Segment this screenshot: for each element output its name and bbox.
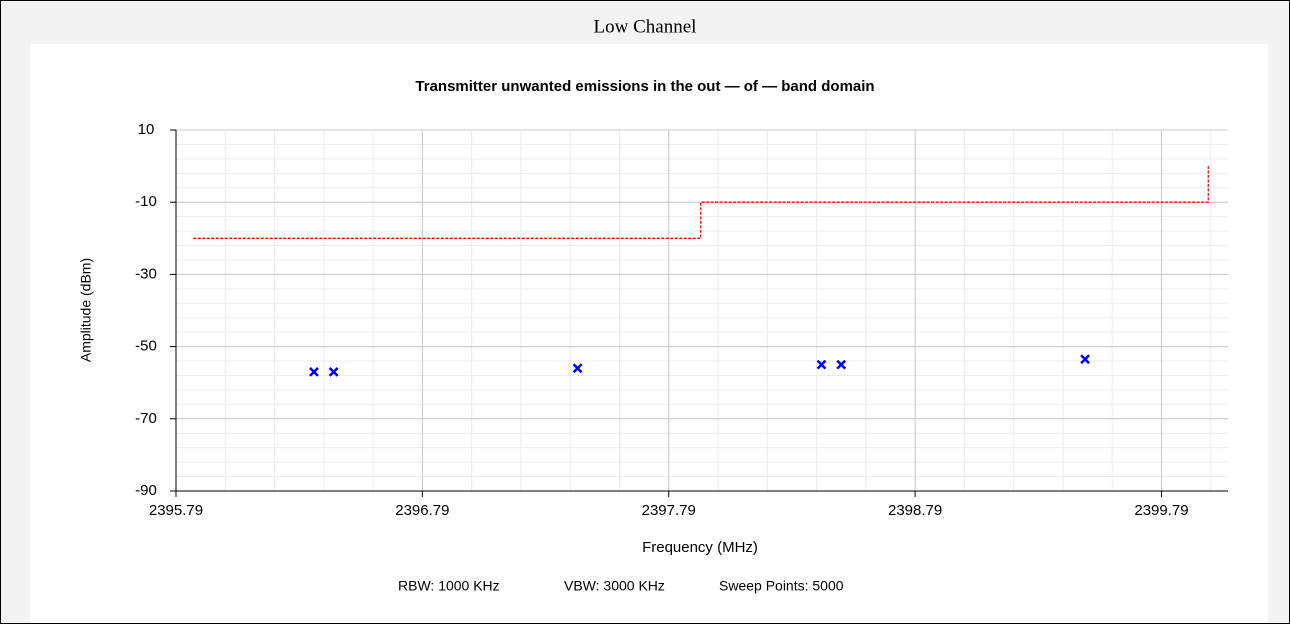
- note: Sweep Points: 5000: [719, 578, 844, 594]
- y-tick-label: 10: [138, 121, 155, 138]
- y-tick-label: -70: [135, 410, 157, 427]
- x-tick-label: 2397.79: [642, 502, 696, 519]
- marker-stroke: [816, 359, 827, 370]
- marker-stroke: [309, 366, 319, 377]
- x-tick-label: 2396.79: [395, 502, 449, 519]
- y-tick-label: -50: [135, 338, 157, 355]
- x-tick-label: 2395.79: [149, 502, 203, 519]
- marker-stroke: [836, 359, 847, 370]
- y-tick-label: -10: [135, 193, 157, 210]
- header: Low Channel: [594, 16, 697, 37]
- chart-panel: [30, 44, 1268, 624]
- data-point: [328, 366, 339, 377]
- marker-stroke: [1080, 354, 1090, 365]
- x-tick-label: 2398.79: [888, 502, 942, 519]
- data-point: [572, 363, 583, 374]
- note: VBW: 3000 KHz: [564, 578, 665, 594]
- y-tick-label: -30: [135, 265, 157, 282]
- data-point: [816, 359, 827, 370]
- data-point: [309, 366, 319, 377]
- note: RBW: 1000 KHz: [398, 578, 500, 594]
- y-tick-label: -90: [135, 482, 157, 499]
- chart-title: Transmitter unwanted emissions in the ou…: [415, 78, 874, 95]
- data-point: [836, 359, 847, 370]
- marker-stroke: [572, 363, 583, 374]
- marker-stroke: [328, 366, 339, 377]
- data-point: [1080, 354, 1090, 365]
- x-tick-label: 2399.79: [1134, 502, 1188, 519]
- x-axis-label: Frequency (MHz): [642, 539, 758, 556]
- y-axis-label: Amplitude (dBm): [78, 258, 94, 362]
- limit-line: [193, 166, 1209, 239]
